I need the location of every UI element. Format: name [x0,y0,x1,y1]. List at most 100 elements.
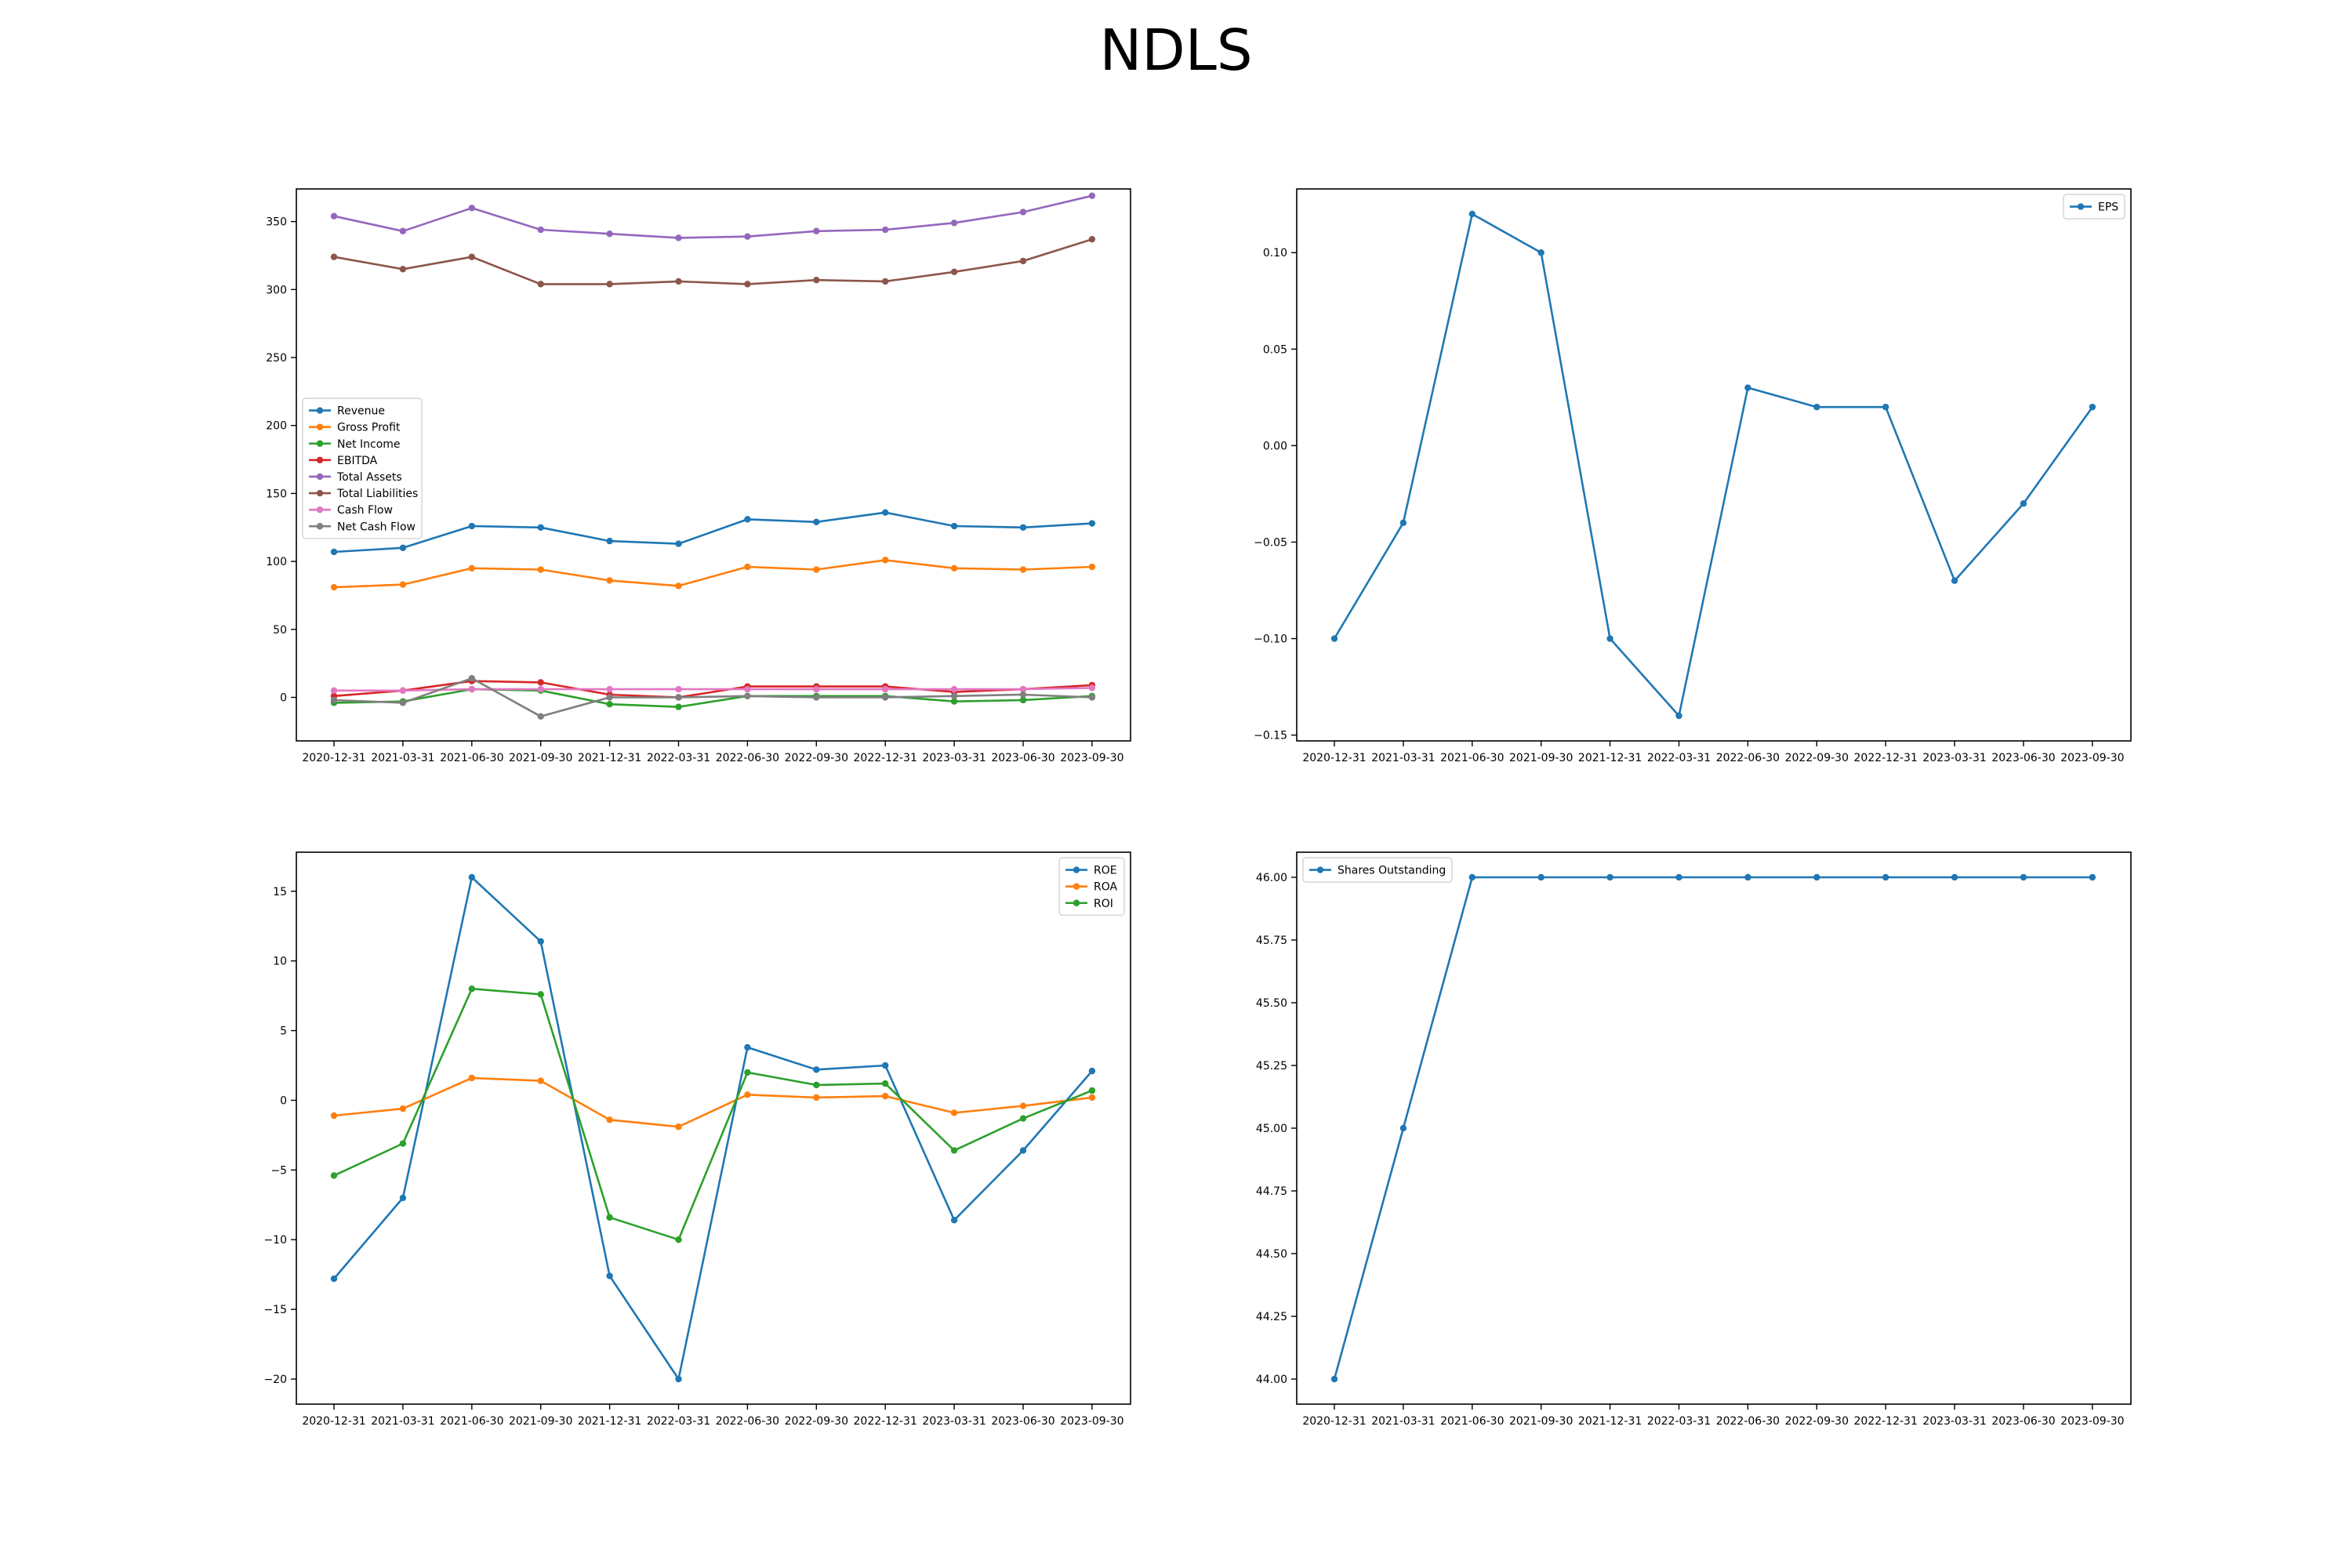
data-point [537,679,544,686]
x-tick-label: 2021-03-31 [1371,752,1435,764]
data-point [1675,712,1682,720]
data-point [950,220,958,227]
data-point [813,276,820,284]
data-point [1088,684,1096,691]
series-cash-flow [330,684,1096,695]
data-point [1019,691,1027,699]
y-tick-label: 5 [280,1025,287,1038]
data-point [606,1214,613,1221]
data-point [813,1081,820,1089]
data-point [399,1140,407,1147]
legend-label: Total Assets [336,471,402,484]
legend-label: Net Cash Flow [337,521,416,533]
y-tick-label: 250 [266,352,287,365]
data-point [1882,873,1889,881]
data-point [950,268,958,275]
data-point [537,226,544,234]
series-line-gross-profit [333,559,1092,589]
plot-area-frame [1296,851,2132,1405]
data-point [399,266,407,273]
data-point [330,696,338,704]
data-point [882,226,889,234]
data-point [813,518,820,526]
data-point [468,873,475,881]
data-point [468,522,475,530]
data-point [950,522,958,530]
x-tick-label: 2022-12-31 [1854,1415,1918,1428]
data-point [330,687,338,695]
data-point [2089,403,2096,411]
y-tick-label: 0.05 [1263,343,1287,356]
data-point [1399,519,1407,527]
data-point [744,1091,751,1098]
data-point [882,278,889,285]
data-point [675,703,682,710]
series-line-eps [1333,212,2093,717]
x-tick-label: 2023-03-31 [1922,1415,1986,1428]
x-tick-label: 2021-12-31 [578,752,641,764]
x-tick-label: 2022-03-31 [647,1415,710,1428]
legend: ROE ROA ROI [1058,857,1125,916]
series-eps [1330,210,2096,720]
legend-swatch-marker [1073,883,1080,890]
series-line-total-assets [333,194,1093,239]
series-line-cash-flow [334,687,1092,692]
series-line-roe [333,876,1093,1381]
x-tick-label: 2020-12-31 [1302,752,1366,764]
data-point [330,212,338,220]
series-line-total-liabilities [333,238,1093,285]
y-tick-label: 150 [266,488,287,500]
x-tick-label: 2022-03-31 [1647,1415,1711,1428]
y-tick-label: 15 [273,886,287,898]
legend-label: EBITDA [337,455,378,467]
data-point [1468,210,1476,218]
legend-swatch-marker [316,489,324,497]
legend-swatch-marker [1316,866,1324,873]
y-tick-label: −10 [263,1234,287,1247]
y-tick-label: 44.25 [1256,1311,1287,1323]
data-point [675,583,682,590]
series-total-liabilities [330,235,1096,288]
legend-swatch-marker [316,456,324,464]
data-point [950,692,958,699]
x-tick-label: 2023-09-30 [1060,752,1123,764]
x-tick-label: 2021-06-30 [440,1415,503,1428]
data-point [744,1044,751,1051]
x-tick-label: 2021-09-30 [509,752,572,764]
y-tick-label: 0 [280,692,287,705]
legend-label: ROI [1094,898,1113,910]
data-point [606,281,613,288]
x-tick-label: 2020-12-31 [1302,1415,1366,1428]
data-point [744,233,751,240]
data-point [468,675,475,682]
x-tick-label: 2022-03-31 [1647,752,1711,764]
x-tick-label: 2021-09-30 [509,1415,572,1428]
series-gross-profit [330,557,1096,591]
series-line-roi [333,987,1093,1241]
data-point [813,566,820,573]
series-roe [330,873,1096,1383]
data-point [1330,1375,1338,1383]
data-point [399,1105,407,1112]
legend-box [2063,194,2125,220]
data-point [399,1194,407,1202]
data-point [468,685,475,693]
data-point [1019,696,1027,704]
data-point [606,577,613,584]
shares-outstanding-chart: 44.00 44.25 44.50 44.75 45.00 45.25 45.50 45.75… [1256,851,2132,1428]
legend: Revenue Gross Profit Net Income EBITDA Total… [302,397,423,539]
data-point [882,685,889,693]
x-tick-label: 2022-09-30 [1785,752,1849,764]
y-tick-label: 100 [266,556,287,568]
data-point [537,566,544,573]
legend-label: Net Income [337,438,401,451]
y-tick-label: −0.15 [1254,730,1287,742]
data-point [1088,520,1096,527]
data-point [1882,403,1889,411]
x-tick-label: 2022-09-30 [785,752,848,764]
x-tick-label: 2021-03-31 [371,752,434,764]
data-point [399,581,407,588]
series-line-net-income [333,688,1092,709]
x-tick-label: 2023-09-30 [2060,1415,2124,1428]
data-point [1606,873,1613,881]
